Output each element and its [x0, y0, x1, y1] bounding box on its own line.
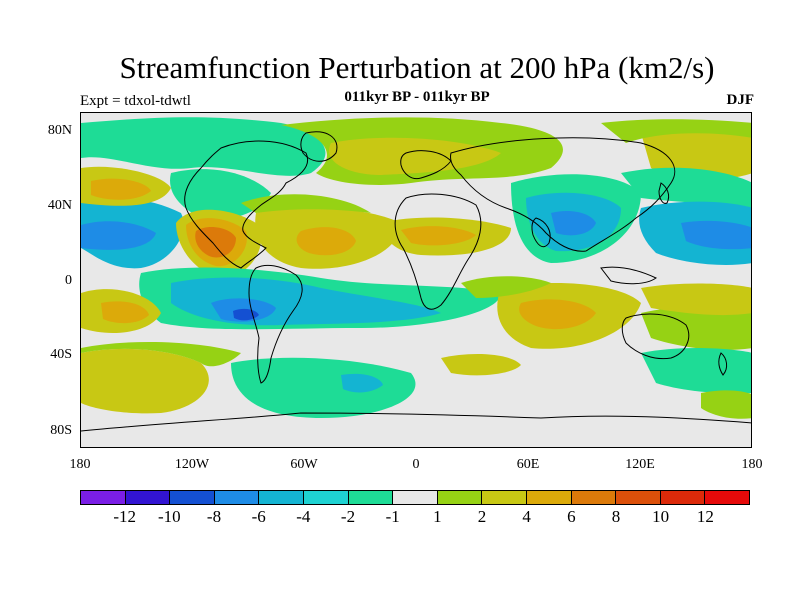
colorbar: [80, 490, 750, 505]
contour-orange-africa: [401, 226, 476, 246]
lon-label-180w: 180: [69, 457, 91, 472]
plot-title: Streamfunction Perturbation at 200 hPa (…: [119, 50, 715, 85]
colorbar-tick-label: 4: [522, 507, 531, 526]
colorbar-tick-label: 1: [433, 507, 442, 526]
colorbar-segment: [616, 491, 661, 504]
colorbar-tick-label: 8: [611, 507, 621, 526]
colorbar-segment: [393, 491, 438, 504]
contour-blue-southern: [341, 373, 383, 393]
map-plot: [80, 112, 752, 448]
colorbar-tick-label: -6: [251, 507, 266, 526]
coastlines: [81, 131, 751, 432]
map-svg: [81, 117, 751, 432]
lon-label-60w: 60W: [290, 457, 318, 472]
colorbar-tick-label: -8: [206, 507, 222, 526]
contour-green-arctic-e: [601, 119, 751, 143]
colorbar-tick-label: 6: [567, 507, 576, 526]
period-label: 011kyr BP - 011kyr BP: [344, 89, 490, 105]
contour-yellow-arctic-east: [641, 127, 751, 180]
lat-label-80n: 80N: [47, 123, 72, 138]
colorbar-segment: [170, 491, 215, 504]
colorbar-segment: [705, 491, 749, 504]
colorbar-segment: [660, 491, 706, 504]
contour-cyan-north: [81, 117, 326, 176]
contour-orange-io: [519, 299, 596, 330]
contour-green-southern-w: [81, 341, 241, 367]
contour-fills: [81, 117, 751, 419]
colorbar-segment: [482, 491, 527, 504]
contour-yellow-south-pac-e: [641, 283, 751, 316]
coastline-europe: [400, 150, 452, 180]
colorbar-segment: [348, 491, 394, 504]
colorbar-tick-label: -4: [296, 507, 311, 526]
contour-green-south-ant: [701, 390, 751, 419]
contour-green-io: [461, 276, 551, 298]
contour-orange-atlantic: [296, 227, 356, 256]
experiment-label: Expt = tdxol-tdwtl: [80, 93, 191, 109]
lat-label-80s: 80S: [50, 423, 72, 438]
coastline-australia: [621, 313, 690, 360]
contour-orange-core-npac: [91, 178, 151, 200]
season-label: DJF: [726, 92, 755, 108]
contour-yellow-southern-w: [81, 348, 209, 414]
lon-label-180e: 180: [741, 457, 763, 472]
colorbar-tick-label: -10: [157, 507, 181, 526]
colorbar-segment: [571, 491, 617, 504]
colorbar-segment: [526, 491, 572, 504]
colorbar-segment: [303, 491, 349, 504]
coastline-asia: [450, 137, 676, 252]
coastline-india: [531, 217, 551, 248]
contour-green-south-pac: [641, 307, 751, 350]
colorbar-tick-label: 10: [652, 507, 670, 526]
contour-orange-spac: [101, 301, 149, 324]
coastline-north-america: [184, 140, 309, 269]
contour-cyan-eastpac: [170, 169, 271, 220]
colorbar-tick-label: -1: [385, 507, 400, 526]
lat-label-40n: 40N: [47, 198, 72, 213]
contour-darkblue-asia: [551, 211, 596, 236]
contour-darkblue-pacific-w: [81, 221, 156, 250]
contour-yellow-south-io: [441, 353, 521, 376]
contour-deepblue-south-america: [233, 308, 259, 321]
contour-yellow-north: [329, 137, 501, 175]
lon-label-60e: 60E: [516, 457, 540, 472]
colorbar-tick-label: -12: [113, 507, 136, 526]
coastline-greenland: [300, 131, 338, 162]
colorbar-segment: [81, 491, 126, 504]
contour-cyan-south-pac-e: [641, 348, 751, 394]
coastline-indonesia: [600, 266, 657, 285]
lat-label-40s: 40S: [50, 347, 72, 362]
lat-label-0: 0: [65, 273, 72, 288]
contour-cyan-southern: [231, 357, 416, 418]
colorbar-tick-label: 12: [696, 507, 714, 526]
coastline-japan: [658, 182, 670, 204]
contour-darkblue-npac-e: [681, 220, 751, 250]
colorbar-segment: [259, 491, 304, 504]
colorbar-tick-label: 2: [477, 507, 487, 526]
lon-label-120e: 120E: [625, 457, 655, 472]
colorbar-segment: [125, 491, 171, 504]
colorbar-segment: [214, 491, 260, 504]
lon-label-120w: 120W: [174, 457, 210, 472]
coastline-new-zealand: [718, 352, 728, 376]
lon-label-0: 0: [412, 457, 420, 472]
coastline-africa: [394, 193, 482, 310]
colorbar-tick-label: -2: [340, 507, 356, 526]
colorbar-segment: [437, 491, 483, 504]
contour-green-mid: [241, 194, 371, 213]
coastline-antarctica: [81, 412, 751, 432]
contour-cyan-npac-e: [621, 167, 751, 208]
coastline-south-america: [248, 264, 303, 384]
